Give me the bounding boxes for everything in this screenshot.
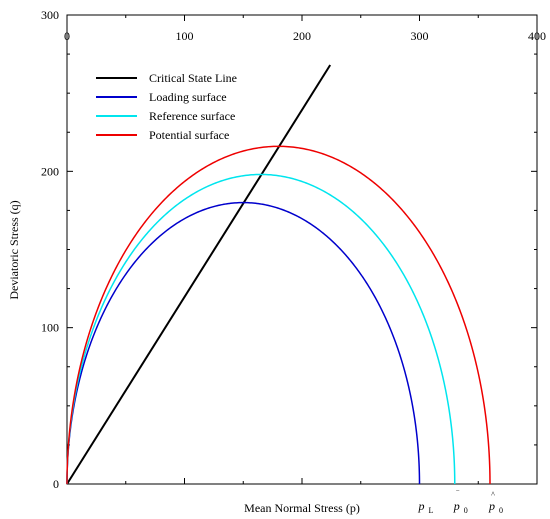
annotation-subscript: 0 [499,506,503,515]
potential-surface-curve [66,145,491,485]
y-axis-title: Deviatoric Stress (q) [7,200,21,299]
axis-annotation: p 0 ^ [488,490,503,515]
x-tick-label: 0 [64,29,70,43]
legend: Critical State Line Loading surface Refere… [96,71,237,142]
ticks [66,14,538,485]
critical-state-line [66,64,332,485]
series [66,64,491,485]
legend-label: Potential surface [149,128,229,142]
annotation-symbol: p [453,499,460,513]
y-tick-label: 0 [53,477,59,491]
x-tick-label: 200 [293,29,311,43]
annotation-subscript: 0 [464,506,468,515]
axis-annotation: p 0 ‾ [453,490,468,515]
x-axis-title: Mean Normal Stress (p) [244,501,360,515]
annotation-subscript: L [429,506,434,515]
reference-surface-curve [66,173,456,485]
loading-surface-curve [66,201,421,485]
legend-label: Reference surface [149,109,235,123]
x-tick-label: 100 [176,29,194,43]
annotation-accent: ‾ [455,490,459,499]
y-tick-label: 100 [41,321,59,335]
legend-label: Critical State Line [149,71,237,85]
x-tick-label: 400 [528,29,546,43]
legend-label: Loading surface [149,90,227,104]
tick-labels: 0 100 200 300 400 0 100 200 300 [41,8,546,491]
y-tick-label: 200 [41,164,59,178]
annotation-symbol: p [488,499,495,513]
x-tick-label: 300 [411,29,429,43]
plot-frame [66,14,538,485]
y-tick-label: 300 [41,8,59,22]
annotation-accent: ^ [491,490,495,499]
annotation-symbol: p [418,499,425,513]
